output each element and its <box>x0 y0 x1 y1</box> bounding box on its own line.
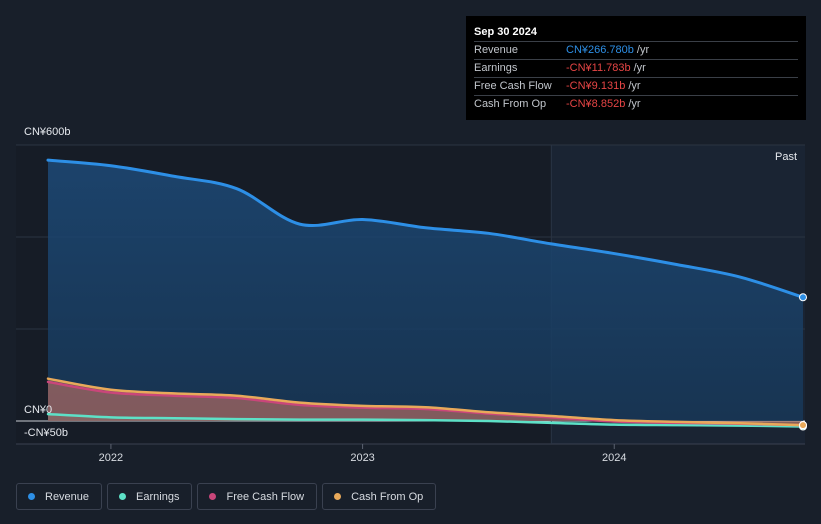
tooltip-unit: /yr <box>636 44 650 56</box>
tooltip-value: CN¥266.780b <box>566 44 634 56</box>
tooltip-row-free-cash-flow: Free Cash Flow -CN¥9.131b /yr <box>474 77 798 95</box>
cash-from-op-area <box>48 378 803 426</box>
past-label: Past <box>775 151 797 163</box>
y-tick-label: -CN¥50b <box>24 427 68 439</box>
legend-item-earnings[interactable]: Earnings <box>107 483 193 510</box>
tooltip-label: Free Cash Flow <box>474 80 552 92</box>
legend: Revenue Earnings Free Cash Flow Cash Fro… <box>16 483 437 510</box>
legend-item-cash-from-op[interactable]: Cash From Op <box>322 483 437 510</box>
x-tick-label: 2022 <box>99 452 123 464</box>
revenue-area <box>48 160 803 421</box>
revenue-line <box>46 158 805 299</box>
x-tick-label: 2023 <box>350 452 374 464</box>
free-cash-flow-dot-icon <box>209 493 217 500</box>
tooltip-label: Revenue <box>474 44 519 56</box>
series-lines <box>46 158 807 431</box>
tooltip-row-earnings: Earnings -CN¥11.783b /yr <box>474 59 798 77</box>
tooltip-row-revenue: Revenue CN¥266.780b /yr <box>474 41 798 59</box>
legend-item-free-cash-flow[interactable]: Free Cash Flow <box>197 483 318 510</box>
tooltip-row-cash-from-op: Cash From Op -CN¥8.852b /yr <box>474 95 798 113</box>
legend-label: Earnings <box>136 490 180 503</box>
revenue-dot-icon <box>28 493 35 500</box>
legend-item-revenue[interactable]: Revenue <box>16 483 103 510</box>
y-axis: CN¥600b CN¥0 -CN¥50b <box>24 126 70 439</box>
tooltip-unit: /yr <box>633 62 646 74</box>
legend-label: Revenue <box>45 490 90 503</box>
tooltip-label: Earnings <box>474 62 518 74</box>
revenue-end-point <box>799 293 807 302</box>
y-tick-label: CN¥0 <box>24 404 52 416</box>
x-tick-label: 2024 <box>602 452 626 464</box>
tooltip-value: -CN¥8.852b <box>566 98 626 110</box>
tooltip-date: Sep 30 2024 <box>474 26 537 38</box>
tooltip-value: -CN¥11.783b <box>566 62 631 74</box>
earnings-line <box>46 412 805 428</box>
legend-label: Cash From Op <box>351 490 424 503</box>
cash-from-op-dot-icon <box>334 493 342 500</box>
tooltip-unit: /yr <box>628 98 641 110</box>
y-tick-label: CN¥600b <box>24 126 70 138</box>
legend-label: Free Cash Flow <box>226 490 305 503</box>
free-cash-flow-area <box>48 381 803 426</box>
x-axis: 2022 2023 2024 <box>99 444 626 464</box>
cash-from-op-end-point <box>799 421 807 430</box>
cash-from-op-line <box>46 377 805 427</box>
earnings-dot-icon <box>119 493 127 500</box>
tooltip-value: -CN¥9.131b <box>566 80 626 92</box>
tooltip-label: Cash From Op <box>474 98 547 110</box>
tooltip-unit: /yr <box>628 80 641 92</box>
tooltip-panel: Sep 30 2024 Revenue CN¥266.780b /yr Earn… <box>466 16 806 120</box>
